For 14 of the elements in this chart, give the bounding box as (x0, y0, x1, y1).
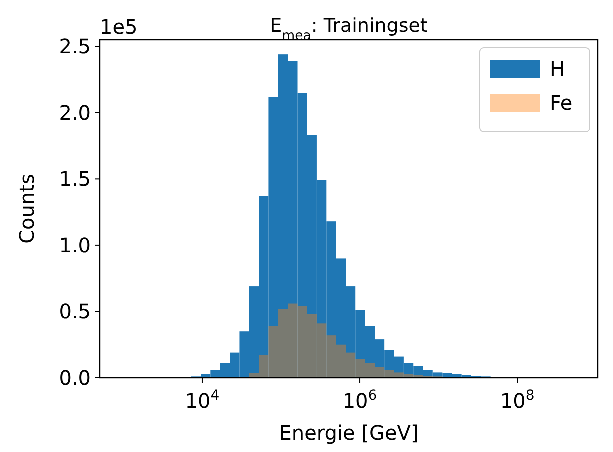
y-tick-label: 0.0 (59, 366, 91, 390)
x-tick-label: 10$^{6}$ (342, 388, 378, 413)
y-axis-title: Counts (15, 174, 39, 244)
x-tick-label: 10$^{8}$ (500, 388, 535, 413)
y-tick-label: 1.5 (59, 167, 91, 192)
x-axis-title: Energie [GeV] (279, 421, 419, 445)
y-tick-label: 0.5 (59, 300, 91, 324)
x-tick-label: 10$^{4}$ (185, 388, 220, 413)
y-tick-label: 2.5 (59, 34, 91, 59)
legend-label: H (550, 57, 566, 81)
legend-label: Fe (550, 91, 573, 115)
y-tick-label: 2.0 (59, 100, 91, 125)
text: 1e5 (100, 15, 138, 39)
y-tick-label: 1.0 (59, 233, 91, 258)
